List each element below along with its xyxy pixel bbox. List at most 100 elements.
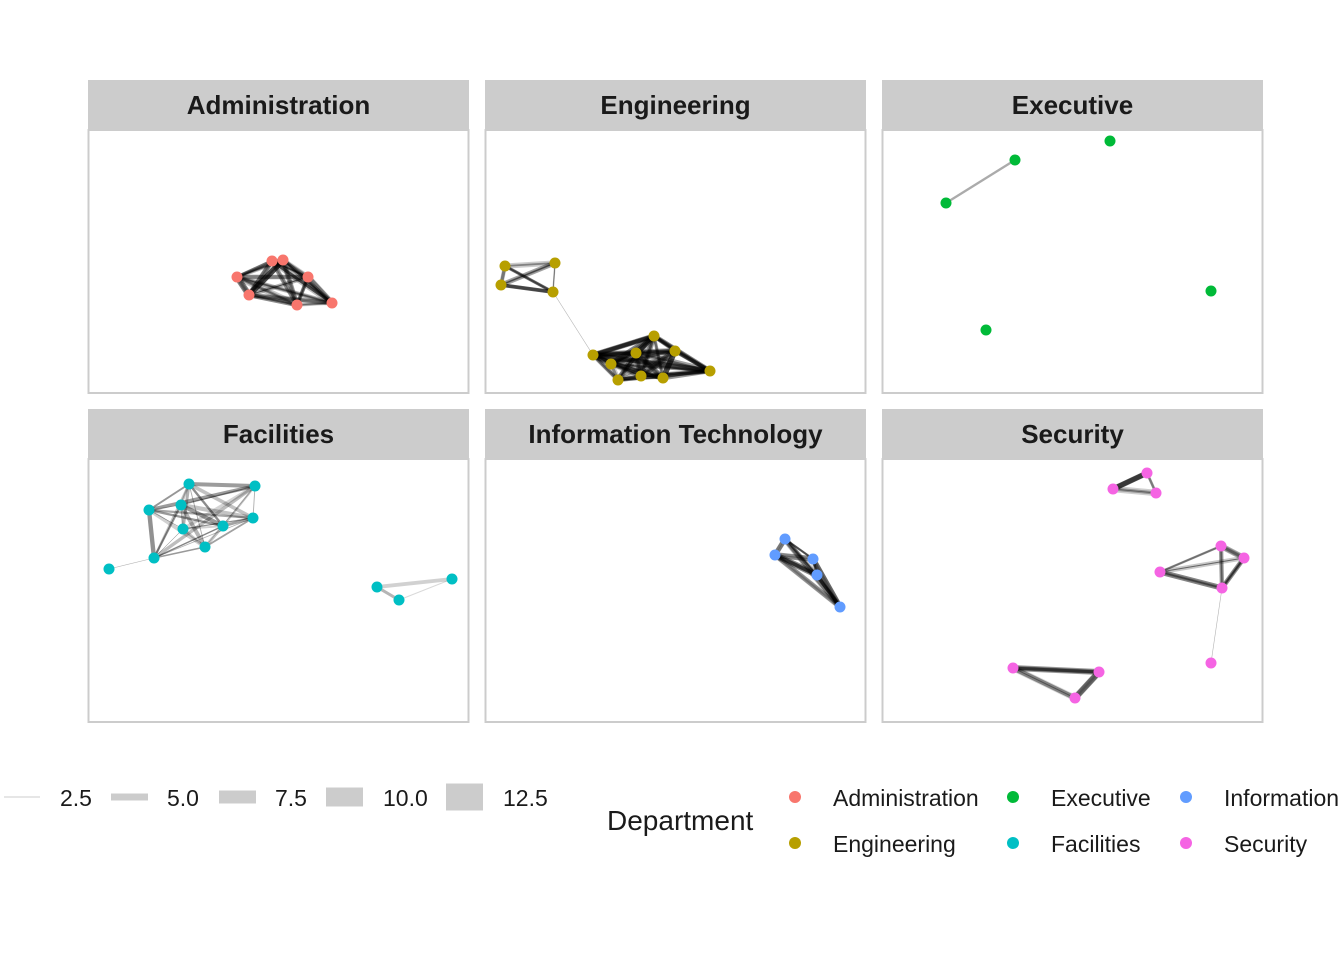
facet-panel-administration: Administration — [87, 80, 470, 394]
edge — [773, 552, 819, 578]
edge — [271, 260, 309, 278]
edge — [652, 335, 665, 379]
legend-label-width: 2.5 — [60, 785, 92, 811]
edge — [271, 260, 298, 306]
edge — [610, 362, 711, 373]
edge — [504, 262, 556, 267]
edge — [815, 573, 842, 609]
node — [1007, 662, 1019, 674]
edge — [296, 301, 333, 307]
edge — [634, 350, 665, 381]
node — [1069, 692, 1081, 704]
facet-panel-security: Security — [881, 409, 1264, 723]
legend-title: Department — [607, 805, 754, 836]
edge — [634, 351, 665, 380]
edge — [773, 553, 842, 609]
legend-label-width: 12.5 — [503, 785, 548, 811]
edge — [236, 259, 273, 279]
node — [549, 257, 561, 269]
node — [1093, 666, 1105, 678]
edge — [153, 546, 206, 559]
edge — [188, 483, 224, 527]
node — [769, 549, 781, 561]
edge — [639, 335, 656, 377]
edge — [610, 350, 676, 365]
nodes — [940, 135, 1217, 336]
edge — [592, 354, 642, 377]
edge — [653, 334, 711, 373]
edge — [592, 352, 642, 379]
node — [495, 279, 507, 291]
edge — [640, 368, 711, 379]
edge — [640, 368, 711, 379]
node — [630, 347, 642, 359]
edge — [1011, 665, 1077, 701]
node — [249, 480, 261, 492]
edge — [1012, 666, 1100, 674]
legend-label-color: Administration — [833, 785, 979, 811]
node — [243, 289, 255, 301]
edge — [247, 259, 274, 297]
node — [231, 271, 243, 283]
edge — [945, 159, 1016, 204]
edge — [1220, 545, 1223, 589]
edge — [500, 262, 556, 286]
edge — [617, 349, 676, 382]
edge — [1159, 571, 1223, 589]
edge — [271, 259, 309, 279]
legend-label-width: 10.0 — [383, 785, 428, 811]
edge — [271, 259, 333, 305]
legend-key-color — [1007, 791, 1019, 803]
node — [177, 523, 189, 535]
node — [807, 553, 819, 565]
edge — [1012, 667, 1076, 699]
edge — [592, 352, 711, 374]
legend-key-color — [789, 791, 801, 803]
edge — [592, 334, 655, 357]
edge — [153, 484, 256, 560]
edge — [774, 553, 818, 577]
edge — [635, 352, 664, 379]
edge — [246, 259, 275, 297]
node — [217, 520, 229, 532]
node — [103, 563, 115, 575]
edge — [246, 258, 286, 297]
edge — [592, 353, 642, 378]
edge — [504, 265, 554, 293]
node — [277, 254, 289, 266]
edge — [784, 538, 818, 576]
facet-strip — [88, 80, 469, 130]
edge — [1159, 557, 1245, 573]
edge — [153, 525, 224, 559]
edge — [1159, 557, 1245, 573]
facet-panel-executive: Executive — [881, 80, 1264, 394]
edge — [635, 348, 676, 356]
edge — [236, 274, 333, 306]
legend-key-color — [789, 837, 801, 849]
node — [1154, 566, 1166, 578]
edge — [248, 293, 333, 305]
edges — [234, 257, 335, 308]
edge — [236, 276, 298, 306]
edge — [235, 274, 299, 308]
edge — [1012, 665, 1100, 675]
edges — [108, 481, 453, 602]
edge — [811, 558, 842, 608]
node — [175, 499, 187, 511]
node — [1141, 467, 1153, 479]
nodes — [103, 478, 458, 606]
edge — [815, 573, 842, 609]
node — [940, 197, 952, 209]
node — [834, 601, 846, 613]
edge — [307, 276, 333, 304]
edge — [182, 517, 254, 530]
nodes — [495, 257, 716, 386]
node — [657, 372, 669, 384]
node — [1107, 483, 1119, 495]
edge — [652, 333, 712, 374]
edge — [674, 349, 711, 373]
edge — [662, 370, 711, 379]
edge — [1159, 569, 1223, 591]
node — [669, 345, 681, 357]
